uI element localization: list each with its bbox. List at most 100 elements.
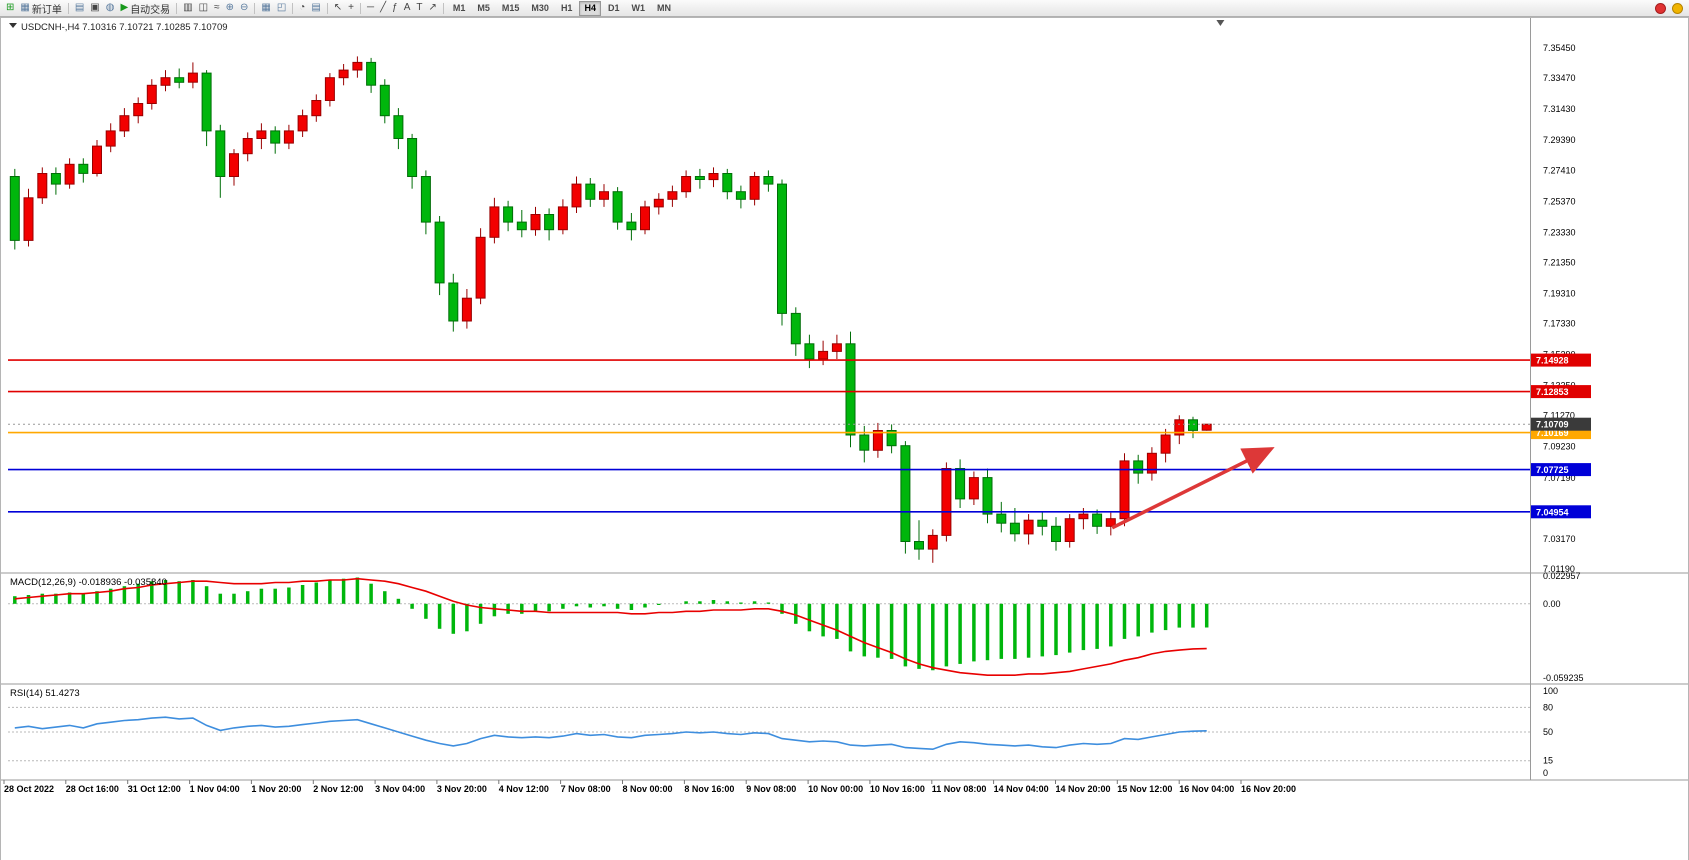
svg-text:9 Nov 08:00: 9 Nov 08:00 [746, 784, 796, 794]
crosshair-icon: + [348, 2, 355, 13]
svg-text:7.23330: 7.23330 [1543, 227, 1576, 237]
svg-text:1 Nov 04:00: 1 Nov 04:00 [190, 784, 240, 794]
auto-trading-button[interactable]: ▶ 自动交易 [117, 1, 173, 16]
timeframe-h1[interactable]: H1 [560, 3, 573, 13]
trendline-button[interactable]: ╱ [377, 1, 389, 15]
svg-text:MACD(12,26,9) -0.018936 -0.035: MACD(12,26,9) -0.018936 -0.035840 [10, 577, 167, 588]
templates-button[interactable]: ▤ [308, 1, 323, 15]
text-tool-icon: A [403, 2, 411, 13]
bar-chart-button[interactable]: ▥ [180, 1, 195, 15]
svg-text:8 Nov 16:00: 8 Nov 16:00 [684, 784, 734, 794]
zoom-out-icon: ⊖ [239, 2, 249, 13]
market-watch-button[interactable]: ▤ [72, 1, 87, 15]
arrow-tool-button[interactable]: ↗ [425, 1, 439, 15]
fibonacci-button[interactable]: ƒ [389, 1, 401, 15]
zoom-in-button[interactable]: ⊕ [223, 1, 237, 15]
toolbar-separator [67, 2, 69, 14]
cascade-windows-button[interactable]: ◰ [274, 1, 289, 15]
clock-button[interactable]: ◔ [296, 1, 308, 15]
svg-text:7.17330: 7.17330 [1543, 319, 1576, 329]
chart-window: USDCNH-,H4 7.10316 7.10721 7.10285 7.107… [0, 17, 1689, 860]
svg-text:8 Nov 00:00: 8 Nov 00:00 [623, 784, 673, 794]
svg-text:7.09230: 7.09230 [1543, 442, 1576, 452]
zoom-out-button[interactable]: ⊖ [237, 1, 251, 15]
svg-text:16 Nov 20:00: 16 Nov 20:00 [1241, 784, 1296, 794]
templates-icon: ▤ [311, 2, 321, 13]
horizontal-line-button[interactable]: ─ [364, 1, 377, 15]
timeframe-m1[interactable]: M1 [452, 3, 466, 13]
svg-text:-0.059235: -0.059235 [1543, 673, 1584, 683]
svg-text:7.35450: 7.35450 [1543, 43, 1576, 53]
svg-text:50: 50 [1543, 727, 1553, 737]
market-watch-icon: ▤ [74, 2, 85, 13]
svg-text:7.04954: 7.04954 [1536, 507, 1569, 517]
cursor-icon: ↖ [333, 2, 343, 13]
bar-chart-icon: ▥ [183, 2, 193, 13]
price-chart-canvas[interactable]: USDCNH-,H4 7.10316 7.10721 7.10285 7.107… [0, 17, 1689, 860]
svg-text:7 Nov 08:00: 7 Nov 08:00 [561, 784, 611, 794]
svg-text:7.33470: 7.33470 [1543, 73, 1576, 83]
svg-text:RSI(14) 51.4273: RSI(14) 51.4273 [10, 688, 80, 699]
toolbar-separator [292, 2, 294, 14]
candle-chart-button[interactable]: ◫ [196, 1, 211, 15]
timeframe-h4[interactable]: H4 [579, 0, 601, 16]
new-order-button[interactable]: ▦ 新订单 [17, 1, 64, 16]
svg-text:16 Nov 04:00: 16 Nov 04:00 [1179, 784, 1234, 794]
tile-windows-button[interactable]: ▦ [258, 1, 273, 15]
svg-text:7.10169: 7.10169 [1536, 428, 1569, 438]
label-tool-icon: T [416, 2, 423, 13]
svg-text:100: 100 [1543, 686, 1558, 696]
toolbar-separator [176, 2, 178, 14]
svg-text:11 Nov 08:00: 11 Nov 08:00 [932, 784, 987, 794]
alert-icon[interactable] [1655, 2, 1666, 14]
svg-text:7.14928: 7.14928 [1536, 356, 1569, 366]
new-order-icon: ▦ [20, 2, 30, 13]
svg-text:0.022957: 0.022957 [1543, 571, 1581, 581]
svg-text:3 Nov 20:00: 3 Nov 20:00 [437, 784, 487, 794]
svg-text:31 Oct 12:00: 31 Oct 12:00 [128, 784, 181, 794]
candle-chart-icon: ◫ [198, 2, 209, 13]
toolbar-separator [254, 2, 256, 14]
svg-text:7.07725: 7.07725 [1536, 465, 1569, 475]
svg-text:USDCNH-,H4 7.10316 7.10721 7.: USDCNH-,H4 7.10316 7.10721 7.10285 7.107… [21, 22, 228, 33]
toolbar-separator [360, 2, 362, 14]
svg-text:3 Nov 04:00: 3 Nov 04:00 [375, 784, 425, 794]
timeframe-m30[interactable]: M30 [531, 3, 549, 13]
crosshair-button[interactable]: + [345, 1, 357, 15]
zoom-in-icon: ⊕ [225, 2, 234, 13]
svg-text:10 Nov 00:00: 10 Nov 00:00 [808, 784, 863, 794]
svg-text:28 Oct 16:00: 28 Oct 16:00 [66, 784, 119, 794]
timeframe-d1[interactable]: D1 [607, 3, 620, 13]
svg-text:28 Oct 2022: 28 Oct 2022 [4, 784, 54, 794]
svg-text:0: 0 [1543, 768, 1548, 778]
timeframe-m5[interactable]: M5 [477, 3, 490, 13]
navigator-icon: ◍ [105, 2, 115, 13]
line-chart-button[interactable]: ≈ [211, 1, 223, 15]
data-window-button[interactable]: ▣ [87, 1, 102, 15]
fibonacci-icon: ƒ [392, 2, 398, 13]
data-window-icon: ▣ [90, 2, 100, 13]
timeframe-mn[interactable]: MN [656, 3, 671, 13]
svg-text:7.19310: 7.19310 [1543, 288, 1576, 298]
navigator-button[interactable]: ◍ [103, 1, 118, 15]
timeframe-m15[interactable]: M15 [501, 3, 520, 13]
line-chart-icon: ≈ [214, 2, 220, 13]
status-icon[interactable] [1672, 2, 1683, 14]
cascade-windows-icon: ◰ [276, 2, 287, 13]
svg-text:7.25370: 7.25370 [1543, 196, 1576, 206]
cursor-button[interactable]: ↖ [331, 1, 345, 15]
label-tool-button[interactable]: T [413, 1, 425, 15]
timeframe-toolbar: M1 M5 M15 M30 H1 H4 D1 W1 MN [447, 0, 677, 16]
svg-text:14 Nov 20:00: 14 Nov 20:00 [1056, 784, 1111, 794]
auto-trading-label: 自动交易 [130, 4, 171, 16]
new-order-label: 新订单 [31, 4, 62, 16]
text-tool-button[interactable]: A [401, 1, 414, 15]
new-chart-button[interactable]: ⊞ [3, 1, 17, 15]
tile-windows-icon: ▦ [261, 2, 271, 13]
arrow-tool-icon: ↗ [428, 2, 437, 13]
toolbar-separator [326, 2, 328, 14]
svg-text:7.12853: 7.12853 [1536, 387, 1569, 397]
svg-text:7.11270: 7.11270 [1543, 411, 1575, 421]
toolbar: ⊞ ▦ 新订单 ▤ ▣ ◍ ▶ 自动交易 ▥ ◫ ≈ ⊕ ⊖ ▦ ◰ ◔ ▤ ↖ +… [0, 0, 1689, 17]
timeframe-w1[interactable]: W1 [631, 3, 645, 13]
